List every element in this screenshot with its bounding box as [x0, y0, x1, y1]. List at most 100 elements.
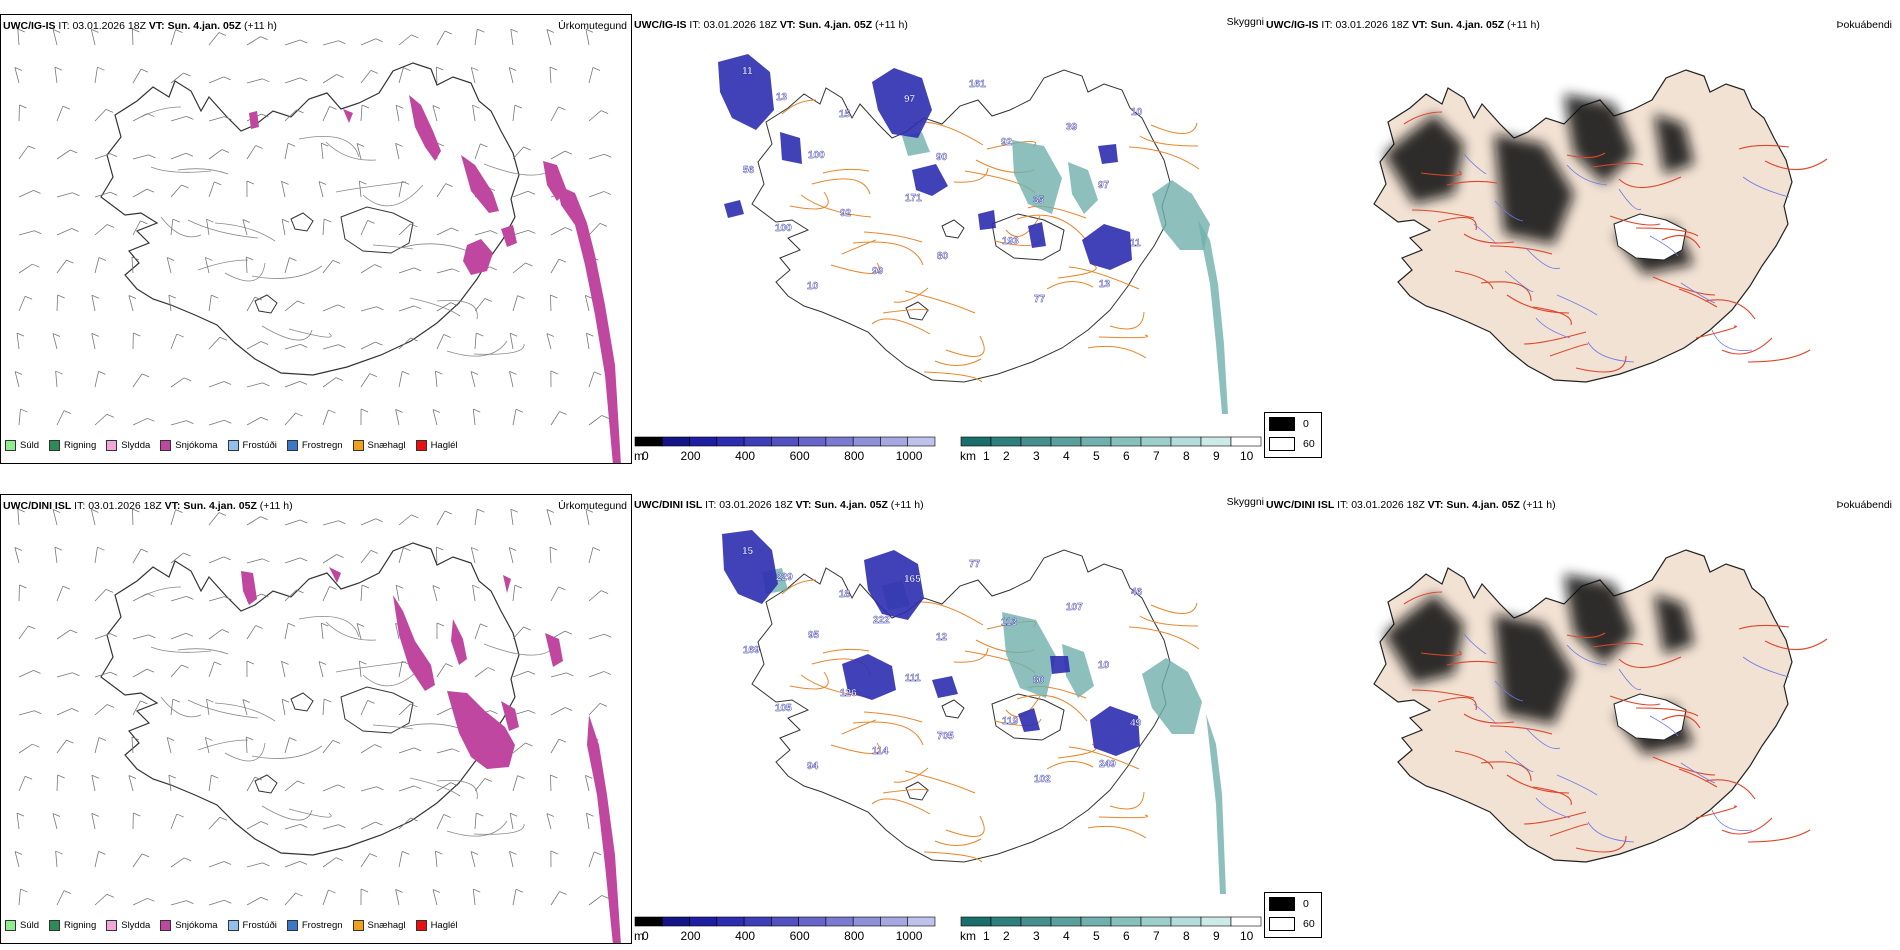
fog-map	[1373, 549, 1828, 863]
river-network	[1463, 153, 1790, 363]
panel-name: Úrkomutegund	[558, 500, 627, 512]
legend-label: Slydda	[121, 440, 151, 451]
roads-layer	[140, 106, 555, 357]
low-cloud-areas	[722, 530, 1140, 756]
cloud-base-label: 97	[1098, 180, 1110, 191]
cloud-base-label: 49	[1130, 718, 1142, 729]
colorbar-cell	[1140, 916, 1172, 927]
legend-swatch	[415, 920, 427, 931]
colorbar-cell	[1050, 436, 1082, 447]
precip-legend-item: Haglél	[415, 920, 458, 931]
legend-label: Rigning	[64, 920, 97, 931]
colorbar-cells	[634, 436, 936, 447]
legend-swatch	[415, 440, 427, 451]
colorbar-cell	[1140, 436, 1172, 447]
colorbar-cell	[661, 436, 690, 447]
colorbar-tick: 400	[735, 929, 756, 943]
colorbar-cell	[661, 916, 690, 927]
legend-label: Frostúði	[242, 440, 277, 451]
colorbar-tick: 9	[1213, 929, 1220, 943]
low-cloud-areas	[718, 54, 1132, 270]
colorbar-cells	[634, 916, 936, 927]
legend-label: Súld	[20, 440, 40, 451]
legend-swatch	[227, 920, 239, 931]
cloud-base-label: 80	[1033, 675, 1045, 686]
precip-legend-item: Frostregn	[286, 920, 343, 931]
colorbar-cell	[689, 436, 718, 447]
legend-swatch	[106, 920, 118, 931]
fog-index-field	[1384, 94, 1694, 274]
cloud-base-label: 92	[840, 208, 852, 219]
fog-panel-bottom: UWC/DINI ISL IT: 03.01.2026 18Z VT: Sun.…	[1264, 494, 1900, 944]
precip-legend-item: Rigning	[49, 440, 96, 451]
precip-legend-item: Rigning	[49, 920, 96, 931]
panel-title: UWC/DINI ISL IT: 03.01.2026 18Z VT: Sun.…	[3, 500, 293, 512]
colorbar-tick: 10	[1240, 929, 1254, 943]
colorbar-cell	[960, 916, 992, 927]
precip-type-panel-bottom: UWC/DINI ISL IT: 03.01.2026 18Z VT: Sun.…	[0, 494, 632, 944]
iceland-outline	[100, 542, 555, 856]
colorbar-cell	[798, 916, 827, 927]
cloud-base-label: 90	[936, 152, 948, 163]
legend-label: Snæhagl	[367, 920, 406, 931]
fog-legend: 0 60	[1264, 892, 1322, 938]
panel-name: Þokuábendi	[1836, 499, 1892, 511]
iceland-outline	[751, 69, 1200, 383]
panel-title: UWC/DINI ISL IT: 03.01.2026 18Z VT: Sun.…	[634, 499, 924, 511]
precip-legend-item: Slydda	[106, 440, 150, 451]
cloud-base-label: 229	[776, 572, 793, 583]
colorbar-cell	[852, 436, 881, 447]
colorbar-cell	[771, 436, 799, 447]
colorbar-cell	[1020, 916, 1052, 927]
cloud-base-label: 94	[807, 761, 819, 772]
river-network	[1463, 633, 1790, 843]
colorbar-tick: 3	[1033, 929, 1040, 943]
panel-title: UWC/IG-IS IT: 03.01.2026 18Z VT: Sun. 4.…	[634, 19, 908, 31]
cloud-base-label: 13	[776, 92, 788, 103]
colorbar-cell	[1200, 436, 1232, 447]
colorbar-tick: 2	[1003, 929, 1010, 943]
cloud-base-label: 107	[1066, 602, 1083, 613]
precip-legend-item: Frostregn	[286, 440, 343, 451]
visibility-panel-bottom: UWC/DINI ISL IT: 03.01.2026 18Z VT: Sun.…	[632, 494, 1264, 944]
legend-swatch	[49, 440, 61, 451]
precip-legend-item: Snæhagl	[352, 440, 406, 451]
colorbar-cell	[1170, 916, 1202, 927]
iceland-outline	[1373, 69, 1828, 383]
cloud-base-label: 249	[1099, 759, 1116, 770]
legend-swatch	[227, 440, 239, 451]
colorbar-cell	[771, 916, 799, 927]
colorbar-cell	[1110, 916, 1142, 927]
colorbar-tick: 2	[1003, 449, 1010, 463]
legend-label: Frostúði	[242, 920, 277, 931]
colorbar-cell	[1170, 436, 1202, 447]
precip-legend-item: Snjókoma	[160, 920, 218, 931]
legend-label: Snæhagl	[367, 440, 406, 451]
height-colorbar: m 0 200 400 600 800 1000	[634, 436, 936, 464]
cloud-base-label: 111	[905, 673, 921, 684]
colorbar-tick: 1	[983, 929, 990, 943]
colorbar-tick: 6	[1123, 449, 1130, 463]
cloud-base-label: 193	[1002, 236, 1019, 247]
cloud-base-label: 35	[1033, 195, 1045, 206]
colorbar-cell	[990, 916, 1022, 927]
cloud-base-label: 114	[872, 746, 889, 757]
legend-swatch	[286, 440, 298, 451]
colorbar-unit: km	[960, 929, 976, 943]
cloud-base-label: 15	[839, 109, 851, 120]
legend-label: Snjókoma	[175, 440, 218, 451]
iceland-outline	[100, 62, 555, 376]
cloud-base-label: 222	[873, 615, 890, 626]
precip-legend-item: Slydda	[106, 920, 150, 931]
colorbar-tick: 4	[1063, 929, 1070, 943]
cloud-base-label: 92	[1001, 137, 1013, 148]
colorbar-cell	[798, 436, 827, 447]
cloud-base-label: 119	[1002, 716, 1019, 727]
colorbar-tick: 600	[789, 449, 810, 463]
colorbar-tick: 800	[844, 449, 865, 463]
visibility-panel-top: UWC/IG-IS IT: 03.01.2026 18Z VT: Sun. 4.…	[632, 14, 1264, 464]
colorbar-tick: 1	[983, 449, 990, 463]
precip-legend-item: Haglél	[415, 440, 458, 451]
cloud-base-label: 12	[936, 632, 948, 643]
road-network	[1403, 111, 1828, 373]
